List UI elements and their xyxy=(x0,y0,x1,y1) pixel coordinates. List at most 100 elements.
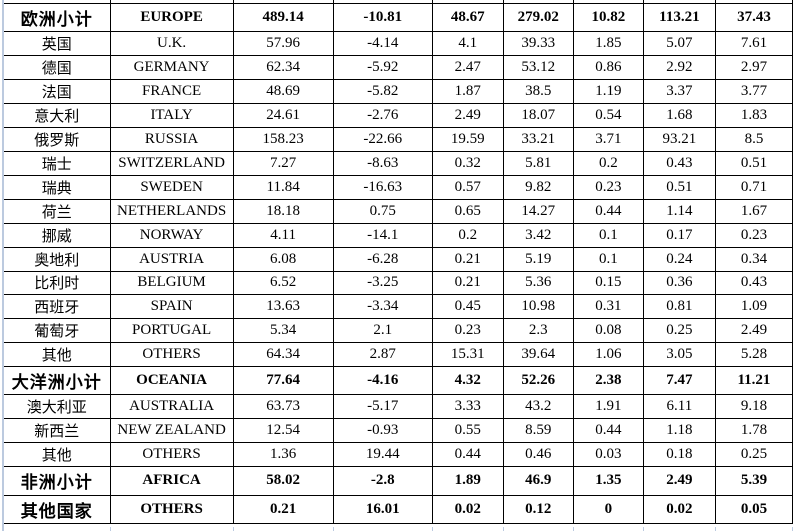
cell-region-en[interactable]: OTHERS xyxy=(109,342,234,368)
cell-region-en[interactable]: GERMANY xyxy=(109,55,234,81)
cell-value[interactable]: 1.68 xyxy=(642,103,716,128)
cell-value[interactable]: 10.98 xyxy=(502,294,574,320)
cell-value[interactable]: 9.82 xyxy=(502,174,574,200)
cell-value[interactable]: 2.49 xyxy=(642,466,716,496)
cell-value[interactable]: 18.18 xyxy=(232,198,334,224)
cell-region-cn[interactable]: 欧洲小计 xyxy=(4,2,111,33)
cell-region-cn[interactable]: 大洋洲小计 xyxy=(4,366,111,396)
cell-value[interactable]: 0.08 xyxy=(572,318,644,344)
cell-value[interactable]: 1.83 xyxy=(714,103,793,128)
cell-value[interactable]: 0.21 xyxy=(431,270,504,296)
cell-region-cn[interactable]: 非洲小计 xyxy=(4,466,111,496)
cell-value[interactable]: 0.23 xyxy=(714,222,793,248)
cell-region-en[interactable]: OCEANIA xyxy=(109,366,234,396)
cell-region-en[interactable]: SPAIN xyxy=(109,294,234,320)
cell-value[interactable]: 5.19 xyxy=(502,246,574,272)
cell-value[interactable]: 3.37 xyxy=(642,79,716,105)
cell-value[interactable]: 64.34 xyxy=(232,342,334,368)
cell-value[interactable]: 0.18 xyxy=(642,442,716,468)
cell-value[interactable]: 48.69 xyxy=(232,79,334,105)
cell-value[interactable]: 4.32 xyxy=(431,366,504,396)
cell-value[interactable]: 0.51 xyxy=(642,174,716,200)
cell-value[interactable]: 0.05 xyxy=(714,494,793,525)
cell-value[interactable]: 3.42 xyxy=(502,222,574,248)
cell-value[interactable]: 0.23 xyxy=(572,174,644,200)
cell-value[interactable]: 0.24 xyxy=(642,246,716,272)
cell-value[interactable]: -4.16 xyxy=(332,366,433,396)
cell-value[interactable]: 1.19 xyxy=(572,79,644,105)
cell-value[interactable]: 7.61 xyxy=(714,31,793,57)
cell-value[interactable]: 4.1 xyxy=(431,31,504,57)
cell-value[interactable]: -5.17 xyxy=(332,394,433,420)
cell-value[interactable]: 1.36 xyxy=(232,442,334,468)
cell-value[interactable]: 0.44 xyxy=(431,442,504,468)
cell-value[interactable]: 0.02 xyxy=(431,494,504,525)
cell-value[interactable]: 6.08 xyxy=(232,246,334,272)
cell-value[interactable]: 52.26 xyxy=(502,366,574,396)
cell-value[interactable]: 6.11 xyxy=(642,394,716,420)
cell-value[interactable]: 93.21 xyxy=(642,126,716,152)
cell-region-cn[interactable]: 比利时 xyxy=(4,270,111,296)
cell-value[interactable]: 15.31 xyxy=(431,342,504,368)
cell-value[interactable]: 0 xyxy=(572,494,644,525)
cell-value[interactable]: 5.28 xyxy=(714,342,793,368)
cell-region-en[interactable]: AUSTRALIA xyxy=(109,394,234,420)
cell-value[interactable]: 3.05 xyxy=(642,342,716,368)
cell-region-en[interactable]: OTHERS xyxy=(109,494,234,525)
cell-value[interactable]: 2.49 xyxy=(431,103,504,128)
cell-value[interactable]: 0.51 xyxy=(714,150,793,176)
cell-value[interactable]: 77.64 xyxy=(232,366,334,396)
cell-region-en[interactable]: SWITZERLAND xyxy=(109,150,234,176)
cell-region-cn[interactable]: 其他 xyxy=(4,342,111,368)
cell-value[interactable]: 8.5 xyxy=(714,126,793,152)
cell-value[interactable]: -6.28 xyxy=(332,246,433,272)
cell-value[interactable]: 2.49 xyxy=(714,318,793,344)
cell-value[interactable]: 3.77 xyxy=(714,79,793,105)
cell-region-cn[interactable]: 西班牙 xyxy=(4,294,111,320)
cell-value[interactable]: 0.46 xyxy=(502,442,574,468)
cell-value[interactable]: 0.1 xyxy=(572,246,644,272)
cell-value[interactable]: 2.92 xyxy=(642,55,716,81)
cell-region-en[interactable]: RUSSIA xyxy=(109,126,234,152)
cell-value[interactable]: -2.8 xyxy=(332,466,433,496)
cell-region-en[interactable]: EUROPE xyxy=(109,2,234,33)
cell-value[interactable]: 0.34 xyxy=(714,246,793,272)
cell-region-en[interactable]: NETHERLANDS xyxy=(109,198,234,224)
cell-value[interactable]: 158.23 xyxy=(232,126,334,152)
cell-region-en[interactable]: AFRICA xyxy=(109,466,234,496)
cell-region-en[interactable]: SWEDEN xyxy=(109,174,234,200)
cell-value[interactable]: 3.71 xyxy=(572,126,644,152)
cell-value[interactable]: 14.27 xyxy=(502,198,574,224)
cell-region-en[interactable]: BELGIUM xyxy=(109,270,234,296)
cell-value[interactable]: 48.67 xyxy=(431,2,504,33)
cell-value[interactable]: -5.92 xyxy=(332,55,433,81)
cell-value[interactable]: 0.43 xyxy=(642,150,716,176)
cell-region-en[interactable]: OTHERS xyxy=(109,442,234,468)
cell-value[interactable]: 11.21 xyxy=(714,366,793,396)
cell-region-cn[interactable]: 英国 xyxy=(4,31,111,57)
cell-value[interactable]: 11.84 xyxy=(232,174,334,200)
cell-region-cn[interactable]: 葡萄牙 xyxy=(4,318,111,344)
cell-value[interactable]: 39.64 xyxy=(502,342,574,368)
cell-value[interactable]: 279.02 xyxy=(502,2,574,33)
cell-value[interactable]: 113.21 xyxy=(642,2,716,33)
cell-region-en[interactable]: PORTUGAL xyxy=(109,318,234,344)
cell-region-cn[interactable]: 其他 xyxy=(4,442,111,468)
cell-value[interactable]: 12.54 xyxy=(232,418,334,444)
cell-region-en[interactable]: NEW ZEALAND xyxy=(109,418,234,444)
cell-value[interactable]: 13.63 xyxy=(232,294,334,320)
cell-region-cn[interactable]: 荷兰 xyxy=(4,198,111,224)
cell-region-cn[interactable]: 澳大利亚 xyxy=(4,394,111,420)
cell-value[interactable]: 16.01 xyxy=(332,494,433,525)
cell-region-cn[interactable]: 新西兰 xyxy=(4,418,111,444)
cell-value[interactable]: 0.36 xyxy=(642,270,716,296)
cell-value[interactable]: 0.25 xyxy=(642,318,716,344)
cell-value[interactable]: 0.65 xyxy=(431,198,504,224)
cell-value[interactable]: 5.34 xyxy=(232,318,334,344)
cell-value[interactable]: 4.11 xyxy=(232,222,334,248)
cell-value[interactable]: 0.02 xyxy=(642,494,716,525)
cell-value[interactable]: 5.07 xyxy=(642,31,716,57)
cell-value[interactable]: 57.96 xyxy=(232,31,334,57)
cell-value[interactable]: 0.21 xyxy=(232,494,334,525)
cell-value[interactable]: 2.87 xyxy=(332,342,433,368)
